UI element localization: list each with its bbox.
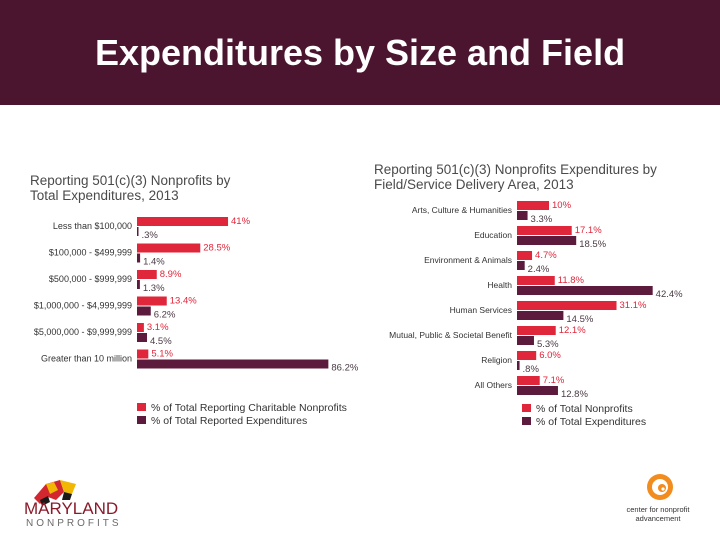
chart-field: Arts, Culture & Humanities 10% 3.3% Educati… bbox=[389, 200, 683, 428]
legend-swatch bbox=[522, 404, 531, 412]
legend-label: % of Total Reporting Charitable Nonprofi… bbox=[151, 402, 347, 414]
category-label: Mutual, Public & Societal Benefit bbox=[389, 330, 512, 340]
data-label: 3.1% bbox=[147, 322, 169, 333]
data-label: 17.1% bbox=[575, 225, 602, 236]
category-label: Environment & Animals bbox=[424, 255, 512, 265]
data-label: 86.2% bbox=[331, 363, 358, 374]
data-label: 28.5% bbox=[203, 243, 230, 254]
data-label: 2.4% bbox=[528, 264, 550, 275]
logo-maryland-text: MARYLAND bbox=[24, 499, 118, 518]
bar-red bbox=[517, 276, 555, 285]
bar-red bbox=[137, 217, 229, 226]
data-label: 11.8% bbox=[558, 275, 585, 286]
slide-title: Expenditures by Size and Field bbox=[94, 32, 626, 73]
bar-purple bbox=[517, 286, 653, 295]
bar-red bbox=[137, 270, 157, 279]
legend-swatch bbox=[137, 416, 146, 424]
data-label: 4.5% bbox=[150, 336, 172, 347]
data-label: 1.4% bbox=[143, 257, 165, 268]
logo-nonprofits-text: NONPROFITS bbox=[26, 518, 122, 529]
category-label: Education bbox=[474, 230, 512, 240]
data-label: 41% bbox=[231, 216, 251, 227]
data-label: 7.1% bbox=[543, 375, 565, 386]
logo-center-text-1: center for nonprofit bbox=[627, 505, 691, 514]
bar-purple bbox=[517, 211, 528, 220]
category-label: Arts, Culture & Humanities bbox=[412, 205, 512, 215]
bar-purple bbox=[137, 253, 141, 263]
chart-1-title-line-2: Total Expenditures, 2013 bbox=[30, 188, 179, 203]
bar-purple bbox=[137, 306, 151, 316]
bar-purple bbox=[137, 333, 147, 342]
bar-purple bbox=[517, 236, 577, 245]
category-label: Religion bbox=[481, 355, 512, 365]
chart-1-title-line-1: Reporting 501(c)(3) Nonprofits by bbox=[30, 173, 231, 188]
bar-purple bbox=[517, 261, 525, 270]
logo-center-text-2: advancement bbox=[635, 514, 681, 523]
data-label: 42.4% bbox=[656, 289, 683, 300]
bar-purple bbox=[517, 311, 564, 320]
data-label: 12.8% bbox=[561, 389, 588, 400]
maryland-flag-icon: MARYLAND NONPROFITS bbox=[24, 480, 122, 529]
data-label: .3% bbox=[142, 230, 159, 241]
chart-2-title: Reporting 501(c)(3) Nonprofits Expenditu… bbox=[374, 162, 657, 192]
spiral-logo-icon: center for nonprofit advancement bbox=[627, 474, 691, 523]
bar-purple bbox=[137, 280, 140, 289]
category-label: Human Services bbox=[450, 305, 512, 315]
bar-purple bbox=[137, 227, 139, 236]
bar-red bbox=[137, 243, 201, 253]
data-label: 3.3% bbox=[531, 214, 553, 225]
data-label: 6.2% bbox=[154, 310, 176, 321]
data-label: 13.4% bbox=[170, 296, 197, 307]
center-for-nonprofit-advancement-logo: center for nonprofit advancement bbox=[612, 470, 692, 532]
bar-red bbox=[517, 201, 549, 210]
legend-label: % of Total Expenditures bbox=[536, 416, 646, 428]
legend-swatch bbox=[522, 417, 531, 425]
data-label: 1.3% bbox=[143, 283, 165, 294]
bar-red bbox=[517, 351, 537, 360]
category-label: Health bbox=[487, 280, 512, 290]
bar-red bbox=[517, 226, 572, 235]
category-label: $1,000,000 - $4,999,999 bbox=[34, 301, 132, 311]
bar-red bbox=[137, 296, 167, 306]
chart-2-title-line-2: Field/Service Delivery Area, 2013 bbox=[374, 177, 574, 192]
data-label: .8% bbox=[523, 364, 540, 375]
bar-purple bbox=[137, 359, 329, 369]
bar-red bbox=[137, 349, 149, 359]
chart-size: Less than $100,000 41% .3% $100,000 - $499,… bbox=[34, 216, 359, 427]
category-label: Greater than 10 million bbox=[41, 354, 132, 364]
data-label: 8.9% bbox=[160, 269, 182, 280]
bar-red bbox=[517, 376, 540, 385]
data-label: 4.7% bbox=[535, 250, 557, 261]
data-label: 6.0% bbox=[539, 350, 561, 361]
legend-label: % of Total Reported Expenditures bbox=[151, 415, 307, 427]
bar-red bbox=[137, 323, 144, 332]
data-label: 31.1% bbox=[620, 300, 647, 311]
data-label: 12.1% bbox=[559, 325, 586, 336]
category-label: Less than $100,000 bbox=[53, 221, 132, 231]
chart-2-title-line-1: Reporting 501(c)(3) Nonprofits Expenditu… bbox=[374, 162, 657, 177]
maryland-nonprofits-logo: MARYLAND NONPROFITS bbox=[20, 470, 140, 530]
title-bar: Expenditures by Size and Field bbox=[0, 0, 720, 105]
category-label: $100,000 - $499,999 bbox=[49, 248, 132, 258]
bar-purple bbox=[517, 361, 520, 370]
category-label: $500,000 - $999,999 bbox=[49, 274, 132, 284]
bar-red bbox=[517, 301, 617, 310]
bar-purple bbox=[517, 336, 534, 345]
bar-red bbox=[517, 326, 556, 335]
category-label: $5,000,000 - $9,999,999 bbox=[34, 327, 132, 337]
data-label: 5.1% bbox=[151, 349, 173, 360]
data-label: 5.3% bbox=[537, 339, 559, 350]
bar-red bbox=[517, 251, 533, 260]
data-label: 10% bbox=[552, 200, 572, 211]
data-label: 18.5% bbox=[579, 239, 606, 250]
legend-swatch bbox=[137, 403, 146, 411]
chart-1-title: Reporting 501(c)(3) Nonprofits by Total … bbox=[30, 173, 230, 203]
legend-label: % of Total Nonprofits bbox=[536, 403, 633, 415]
category-label: All Others bbox=[475, 380, 512, 390]
data-label: 14.5% bbox=[566, 314, 593, 325]
bar-purple bbox=[517, 386, 558, 395]
